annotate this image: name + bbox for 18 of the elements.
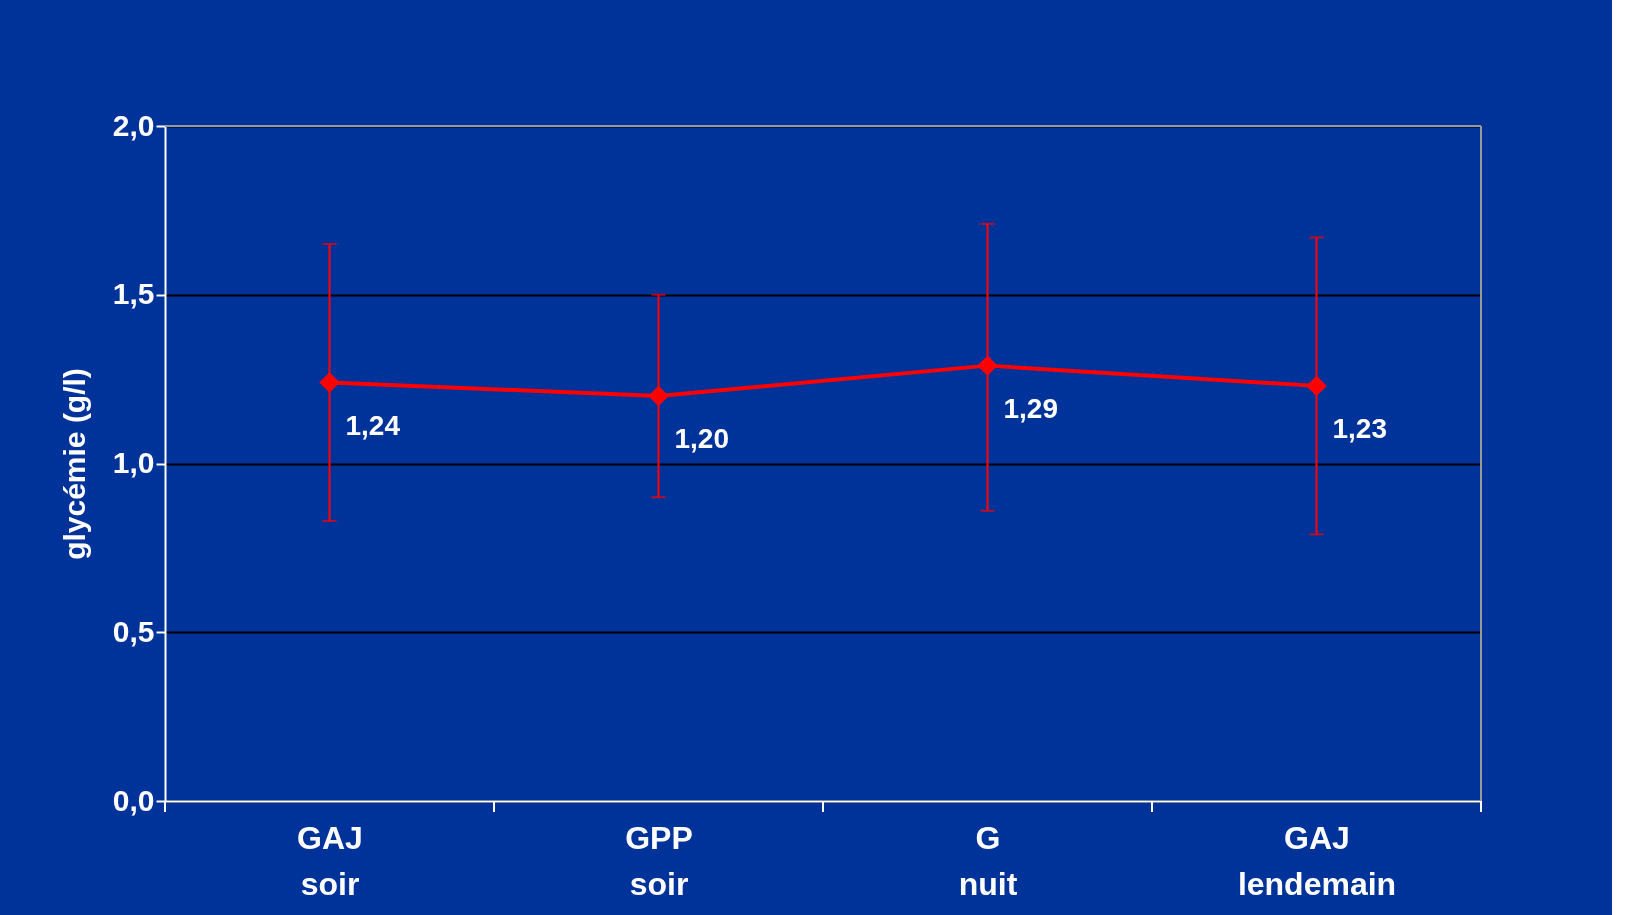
- data-label: 1,29: [1003, 392, 1058, 424]
- y-tick-label: 1,0: [112, 446, 155, 479]
- y-axis-title: glycémie (g/l): [57, 368, 91, 560]
- point: [648, 385, 669, 407]
- point: [977, 355, 998, 376]
- x-tick-label: GPP soir: [625, 819, 693, 902]
- y-tick-label: 0,5: [112, 614, 155, 648]
- data-label: 1,20: [674, 423, 729, 454]
- point: [1306, 375, 1327, 397]
- point: [319, 372, 340, 393]
- y-tick-label: 0,0: [112, 783, 155, 817]
- y-tick-label: 2,0: [112, 108, 155, 142]
- y-tick-label: 1,5: [112, 277, 155, 311]
- x-tick-label: GAJ lendemain: [1237, 819, 1397, 902]
- x-tick-label: G nuit: [958, 819, 1018, 902]
- data-label: 1,23: [1332, 412, 1387, 444]
- x-tick-label: GAJ soir: [297, 819, 363, 902]
- data-label: 1,24: [345, 409, 401, 441]
